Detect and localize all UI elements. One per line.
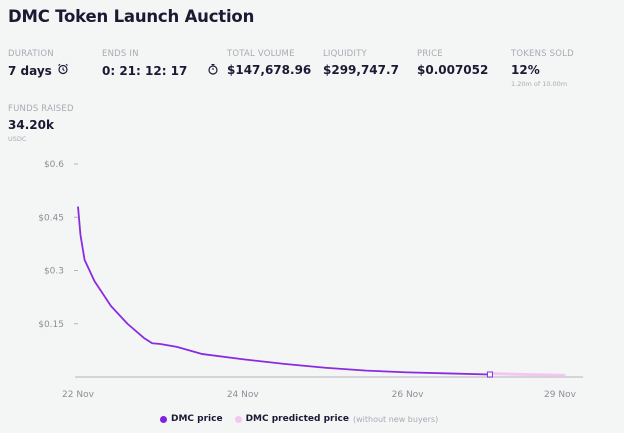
page-title: DMC Token Launch Auction bbox=[8, 7, 255, 26]
stat-label: LIQUIDITY bbox=[323, 49, 367, 59]
stat-value: $147,678.96 bbox=[227, 63, 312, 77]
x-tick-label: 22 Nov bbox=[62, 390, 95, 400]
stat-funds-raised: FUNDS RAISED 34.20k USDC bbox=[8, 104, 74, 143]
legend-label-price: DMC price bbox=[171, 414, 223, 424]
stat-label: DURATION bbox=[8, 49, 54, 59]
stat-duration: DURATION 7 days bbox=[8, 49, 69, 78]
legend-dot-price bbox=[160, 415, 167, 423]
stat-label: FUNDS RAISED bbox=[8, 104, 74, 114]
current-price-marker bbox=[486, 371, 493, 378]
legend-label-predicted: DMC predicted price bbox=[245, 414, 349, 424]
y-tick-label: $0.6 bbox=[44, 160, 64, 170]
stopwatch-icon bbox=[207, 63, 219, 78]
x-tick-label: 29 Nov bbox=[544, 390, 577, 400]
stat-total-volume: TOTAL VOLUME $147,678.96 bbox=[227, 49, 311, 77]
stat-label: TOTAL VOLUME bbox=[227, 49, 295, 59]
series-line-predicted bbox=[488, 372, 566, 377]
legend-dot-predicted bbox=[234, 415, 242, 423]
series-line-price bbox=[77, 206, 490, 376]
stat-sub: USDC bbox=[8, 135, 27, 143]
stat-value: 0: 21: 12: 17 bbox=[102, 63, 188, 78]
stat-value: 12% bbox=[511, 63, 540, 77]
y-tick-label: $0.45 bbox=[38, 213, 64, 223]
alarm-clock-icon bbox=[57, 63, 69, 78]
stat-label: ENDS IN bbox=[102, 49, 139, 59]
x-tick-label: 26 Nov bbox=[392, 390, 425, 400]
stat-value: $299,747.7 bbox=[323, 63, 399, 77]
stat-value: 34.20k bbox=[8, 118, 54, 132]
legend-note: (without new buyers) bbox=[352, 414, 439, 424]
x-tick-label: 24 Nov bbox=[227, 390, 260, 400]
stat-sub: 1.20m of 10.00m bbox=[511, 80, 568, 88]
y-tick-label: $0.3 bbox=[44, 267, 64, 277]
stat-label: TOKENS SOLD bbox=[511, 49, 574, 59]
stat-ends-in: ENDS IN 0: 21: 12: 17 bbox=[102, 49, 219, 78]
stat-value: $0.007052 bbox=[417, 63, 489, 77]
stat-value: 7 days bbox=[8, 63, 52, 78]
stat-tokens-sold: TOKENS SOLD 12% 1.20m of 10.00m bbox=[511, 49, 574, 88]
stat-liquidity: LIQUIDITY $299,747.7 bbox=[323, 49, 399, 77]
stat-price: PRICE $0.007052 bbox=[417, 49, 488, 77]
price-chart: $0.6 $0.45 $0.3 $0.15 22 Nov 24 Nov 26 Nov 29 N… bbox=[38, 160, 583, 400]
chart-legend: DMC price DMC predicted price (without n… bbox=[160, 414, 438, 424]
y-tick-label: $0.15 bbox=[38, 320, 64, 330]
stat-label: PRICE bbox=[417, 49, 443, 59]
